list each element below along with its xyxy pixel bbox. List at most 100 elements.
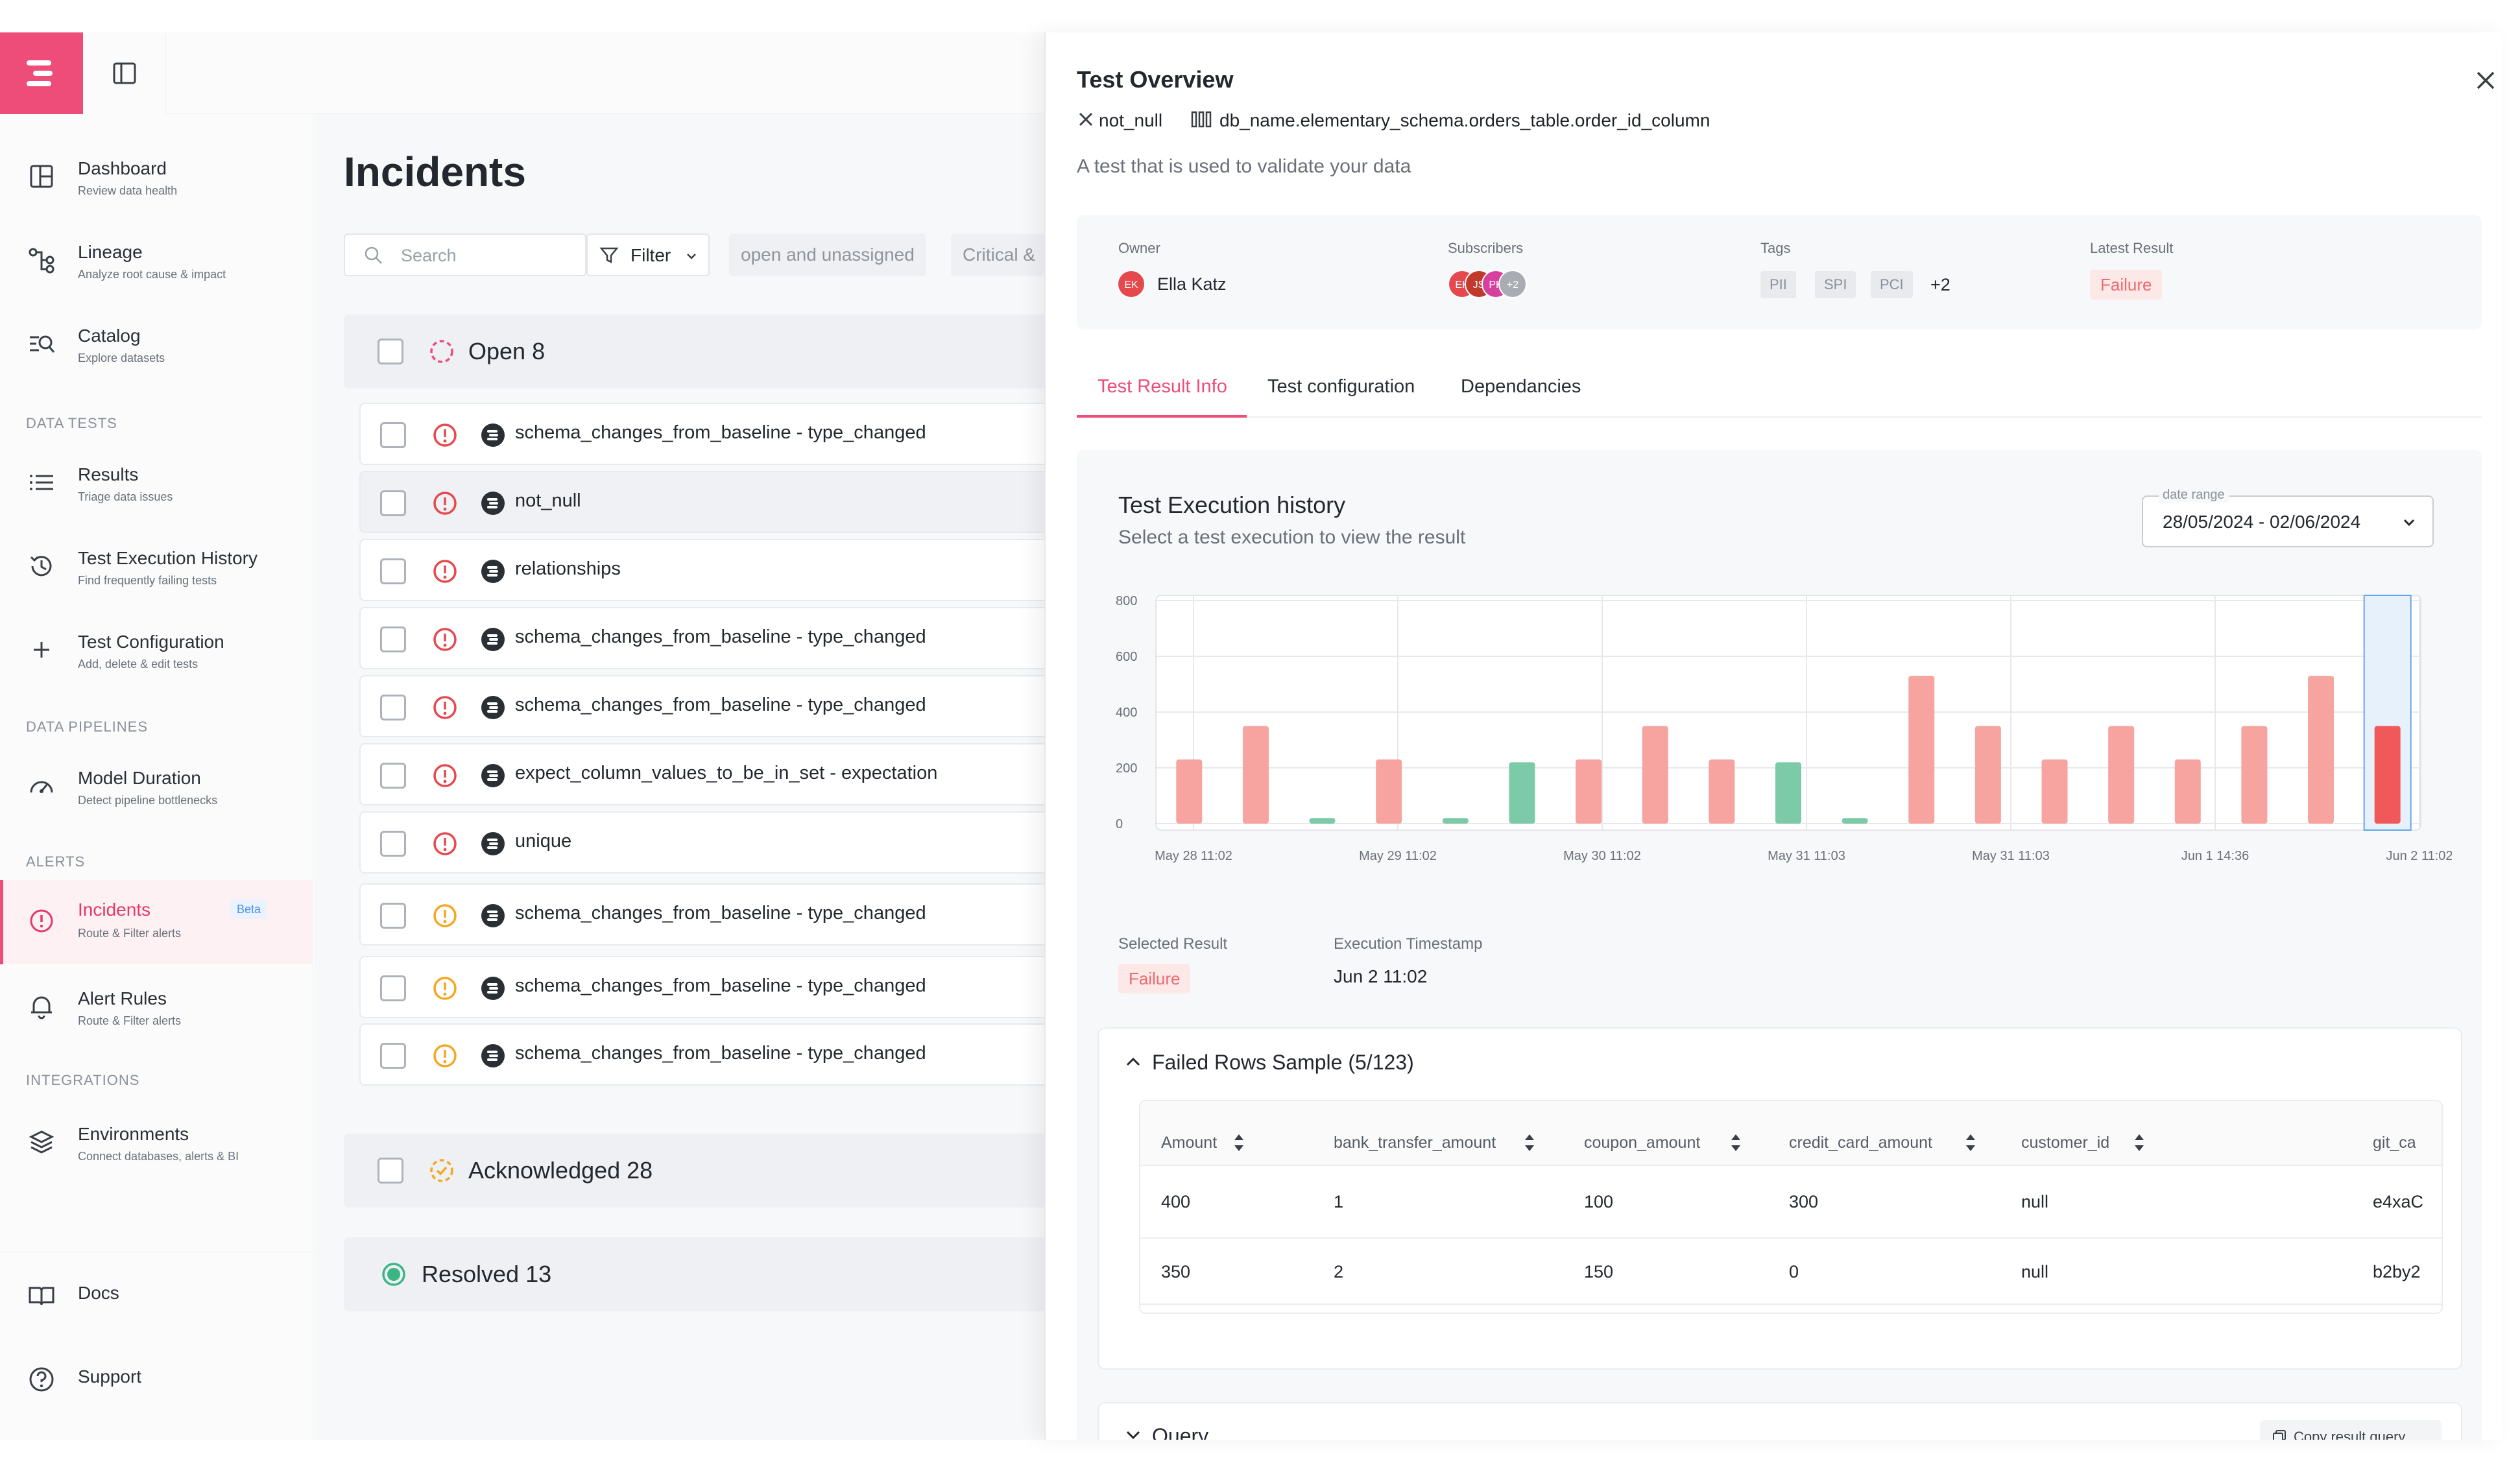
bar[interactable] — [2308, 676, 2334, 824]
row-checkbox[interactable] — [380, 1043, 406, 1069]
bar[interactable] — [1576, 759, 1602, 824]
sort-icon[interactable] — [1523, 1132, 1536, 1153]
test-type-icon — [481, 977, 505, 1000]
table-row[interactable]: expect_column_values_to_be_in_set - expe… — [359, 743, 1074, 805]
filter-chip-status[interactable]: open and unassigned — [729, 233, 926, 276]
app-logo[interactable] — [0, 32, 83, 114]
table-row[interactable]: schema_changes_from_baseline - type_chan… — [359, 403, 1074, 465]
sidebar-item-test-configuration[interactable]: Test Configuration Add, delete & edit te… — [0, 613, 313, 685]
table-row[interactable]: schema_changes_from_baseline - type_chan… — [359, 956, 1074, 1018]
table-row[interactable]: relationships — [359, 539, 1074, 601]
bar[interactable] — [2174, 759, 2201, 824]
sort-icon[interactable] — [1964, 1132, 1977, 1153]
table-row[interactable]: unique — [359, 811, 1074, 874]
filter-chip-severity[interactable]: Critical & — [951, 233, 1044, 276]
date-range-select[interactable]: date range 28/05/2024 - 02/06/2024 — [2142, 488, 2434, 547]
bar[interactable] — [1775, 762, 1801, 824]
column-header[interactable]: coupon_amount — [1584, 1134, 1701, 1152]
sidebar-item-subtitle: Route & Filter alerts — [78, 1014, 182, 1027]
sidebar-item-incidents[interactable]: Incidents Route & Filter alerts Beta — [0, 880, 313, 964]
sidebar-item-alert-rules[interactable]: Alert Rules Route & Filter alerts — [0, 970, 313, 1042]
bar[interactable] — [1309, 818, 1336, 824]
copy-query-button[interactable]: Copy result query — [2260, 1420, 2442, 1440]
row-checkbox[interactable] — [380, 626, 406, 652]
column-header[interactable]: Amount — [1161, 1134, 1218, 1152]
column-header[interactable]: bank_transfer_amount — [1334, 1134, 1496, 1152]
table-cell: null — [2021, 1192, 2049, 1211]
sidebar-item-lineage[interactable]: Lineage Analyze root cause & impact — [0, 224, 313, 295]
sidebar-item-subtitle: Explore datasets — [78, 351, 165, 364]
bar[interactable] — [1242, 726, 1269, 824]
table-row[interactable]: schema_changes_from_baseline - type_chan… — [359, 675, 1074, 737]
table-row[interactable]: schema_changes_from_baseline - type_chan… — [359, 607, 1074, 669]
sidebar-item-docs[interactable]: Docs — [0, 1259, 313, 1331]
sidebar-item-test-execution-history[interactable]: Test Execution History Find frequently f… — [0, 530, 313, 601]
sidebar-item-model-duration[interactable]: Model Duration Detect pipeline bottlenec… — [0, 750, 313, 821]
bar[interactable] — [1442, 818, 1469, 824]
table-row[interactable]: not_null — [359, 471, 1074, 533]
query-title[interactable]: Query — [1152, 1424, 1209, 1440]
bar[interactable] — [1176, 759, 1203, 824]
bar[interactable] — [2041, 759, 2068, 824]
row-checkbox[interactable] — [380, 763, 406, 789]
sidebar-item-subtitle: Analyze root cause & impact — [78, 268, 226, 281]
incident-name: schema_changes_from_baseline - type_chan… — [515, 626, 926, 647]
row-checkbox[interactable] — [380, 831, 406, 857]
sort-icon[interactable] — [1729, 1132, 1742, 1153]
tab-test-configuration[interactable]: Test configuration — [1267, 376, 1415, 397]
group-open[interactable]: Open 8 — [344, 315, 1074, 388]
row-checkbox[interactable] — [380, 558, 406, 584]
tab-dependancies[interactable]: Dependancies — [1461, 376, 1581, 397]
row-checkbox[interactable] — [380, 975, 406, 1001]
row-checkbox[interactable] — [380, 422, 406, 448]
chevron-down-icon[interactable] — [1123, 1425, 1143, 1440]
column-header[interactable]: git_ca — [2373, 1134, 2416, 1152]
table-cell: b2by2 — [2373, 1262, 2421, 1281]
collapse-sidebar-button[interactable] — [83, 32, 166, 114]
test-type-icon — [481, 904, 505, 927]
filter-button[interactable]: Filter — [586, 233, 710, 276]
chevron-down-icon — [687, 254, 696, 259]
bar[interactable] — [2108, 726, 2135, 824]
bar[interactable] — [1974, 726, 2001, 824]
sidebar-item-results[interactable]: Results Triage data issues — [0, 446, 313, 518]
failed-rows-title[interactable]: Failed Rows Sample (5/123) — [1152, 1051, 1414, 1074]
sidebar-item-dashboard[interactable]: Dashboard Review data health — [0, 140, 313, 211]
close-icon[interactable] — [2471, 66, 2500, 95]
sort-icon[interactable] — [2133, 1132, 2146, 1153]
table-row[interactable]: schema_changes_from_baseline - type_chan… — [359, 1023, 1074, 1086]
row-checkbox[interactable] — [380, 903, 406, 929]
column-header[interactable]: credit_card_amount — [1789, 1134, 1932, 1152]
bar[interactable] — [1709, 759, 1735, 824]
bar[interactable] — [1376, 759, 1402, 824]
sidebar-item-catalog[interactable]: Catalog Explore datasets — [0, 307, 313, 379]
group-checkbox[interactable] — [378, 339, 403, 364]
column-header[interactable]: customer_id — [2021, 1134, 2110, 1152]
bar[interactable] — [1842, 818, 1868, 824]
sidebar-item-support[interactable]: Support — [0, 1343, 313, 1414]
sidebar-item-label: Model Duration — [78, 768, 201, 788]
row-checkbox[interactable] — [380, 695, 406, 721]
group-checkbox[interactable] — [378, 1158, 403, 1184]
y-tick-label: 800 — [1116, 594, 1137, 608]
table-cell: 150 — [1584, 1262, 1614, 1281]
bar[interactable] — [1908, 676, 1935, 824]
row-checkbox[interactable] — [380, 490, 406, 516]
sidebar-item-label: Results — [78, 464, 139, 484]
sidebar-item-environments[interactable]: Environments Connect databases, alerts &… — [0, 1106, 313, 1177]
sort-icon[interactable] — [1232, 1132, 1245, 1153]
bar[interactable] — [1642, 726, 1668, 824]
group-acknowledged[interactable]: Acknowledged 28 — [344, 1134, 1074, 1208]
search-input[interactable]: Search — [344, 233, 586, 276]
group-resolved[interactable]: Resolved 13 — [344, 1237, 1074, 1311]
bar[interactable] — [2374, 726, 2401, 824]
bar[interactable] — [1509, 762, 1535, 824]
x-tick-label: Jun 1 14:36 — [2181, 849, 2250, 863]
x-tick-label: May 29 11:02 — [1359, 849, 1437, 863]
bar[interactable] — [2241, 726, 2268, 824]
chevron-up-icon[interactable] — [1123, 1052, 1143, 1071]
severity-icon — [433, 628, 457, 651]
table-header — [1140, 1101, 2442, 1166]
tab-test-result-info[interactable]: Test Result Info — [1098, 376, 1227, 397]
table-row[interactable]: schema_changes_from_baseline - type_chan… — [359, 883, 1074, 946]
